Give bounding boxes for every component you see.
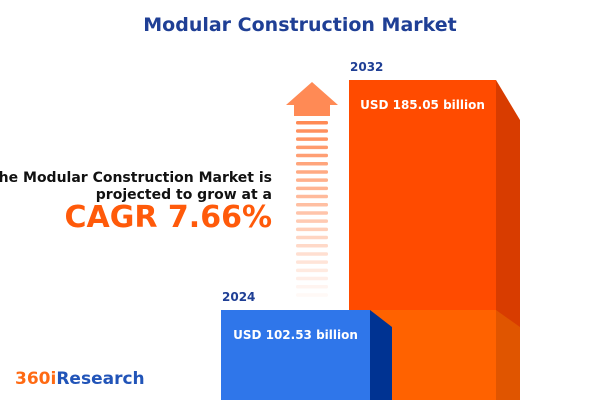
logo-part-2: Research: [56, 369, 145, 389]
category-label-2024: 2024: [222, 290, 256, 304]
arrow-stripe: [296, 260, 328, 264]
bar-2032-lower-side: [496, 310, 520, 400]
arrow-stripe: [296, 235, 328, 240]
arrow-stripe: [296, 293, 328, 297]
growth-arrow-icon: [286, 82, 338, 116]
arrow-stripe: [296, 170, 328, 174]
arrow-stripe: [296, 153, 328, 158]
arrow-stripe: [296, 121, 328, 125]
description-line-2: projected to grow at a: [95, 187, 272, 203]
arrow-stripe: [296, 268, 328, 273]
category-label-2032: 2032: [350, 60, 384, 74]
arrow-stripe: [296, 194, 328, 199]
cagr-value: CAGR 7.66%: [64, 200, 272, 235]
arrow-stripe: [296, 252, 328, 256]
arrow-stripe: [296, 211, 328, 215]
arrow-stripe: [296, 186, 328, 191]
arrow-stripe: [296, 203, 328, 207]
bar-2024-front: [221, 310, 370, 400]
arrow-stripe: [296, 276, 328, 281]
logo: 360iResearch: [15, 369, 145, 389]
bar-2024-side: [370, 310, 392, 400]
page-title: Modular Construction Market: [143, 14, 457, 36]
data-label-2024: USD 102.53 billion: [233, 328, 358, 342]
description: The Modular Construction Market is proje…: [0, 170, 272, 204]
arrow-stripe: [296, 145, 328, 150]
arrow-stripe: [296, 285, 328, 289]
bar-2024: [221, 310, 392, 400]
arrow-stripe: [296, 129, 328, 133]
logo-part-1: 360i: [15, 369, 57, 389]
data-label-2032: USD 185.05 billion: [360, 98, 485, 112]
arrow-stripe: [296, 162, 328, 166]
arrow-stripe: [296, 137, 328, 141]
arrow-stripe: [296, 227, 328, 232]
bar-2032: [349, 80, 520, 400]
description-line-1: The Modular Construction Market is: [0, 170, 272, 186]
arrow-stripe: [296, 219, 328, 223]
arrow-stripe: [296, 244, 328, 248]
arrow-stripe: [296, 178, 328, 182]
